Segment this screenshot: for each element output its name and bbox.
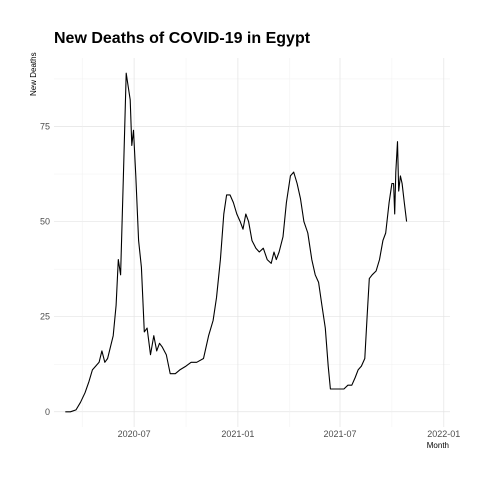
x-tick-label: 2021-07	[323, 429, 356, 439]
x-tick-label: 2020-07	[118, 429, 151, 439]
y-tick-labels: 0 25 50 75	[40, 121, 50, 416]
y-tick-label: 0	[45, 407, 50, 417]
chart-title: New Deaths of COVID-19 in Egypt	[54, 30, 311, 47]
y-axis-label: New Deaths	[29, 52, 38, 96]
y-tick-label: 25	[40, 312, 50, 322]
y-tick-label: 75	[40, 121, 50, 131]
y-tick-label: 50	[40, 217, 50, 227]
x-tick-labels: 2020-07 2021-01 2021-07 2022-01	[118, 429, 461, 439]
grid	[54, 58, 450, 427]
x-tick-label: 2022-01	[427, 429, 460, 439]
x-axis-label: Month	[427, 441, 449, 450]
plot-area	[65, 72, 408, 413]
x-tick-label: 2021-01	[221, 429, 254, 439]
series-line	[65, 72, 408, 413]
